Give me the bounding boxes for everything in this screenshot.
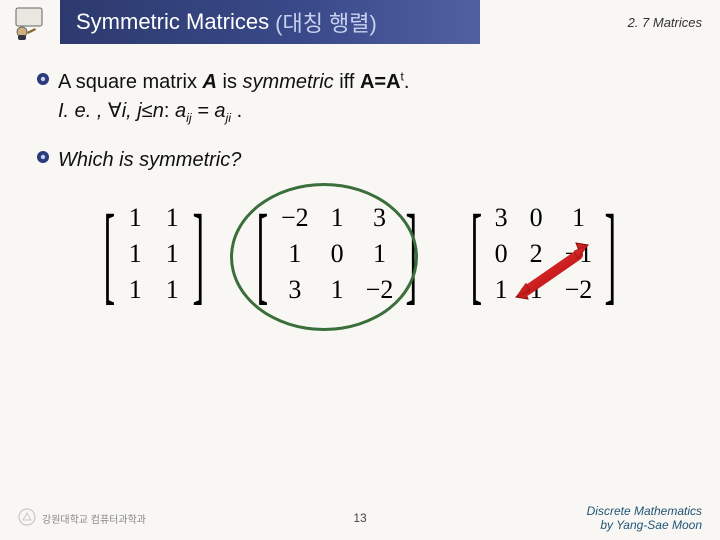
page-number: 13 bbox=[353, 511, 366, 525]
matrix-3: [ 301 02−1 11−2 ] bbox=[458, 203, 629, 305]
question-block: Which is symmetric? bbox=[36, 146, 684, 175]
slide-content: A square matrix A is symmetric iff A=At.… bbox=[0, 44, 720, 305]
definition-block: A square matrix A is symmetric iff A=At.… bbox=[36, 68, 684, 128]
footer-logo-block: 강원대학교 컴퓨터과학과 bbox=[18, 508, 146, 529]
title-en: Symmetric Matrices bbox=[76, 9, 269, 35]
slide-header: Symmetric Matrices (대칭 행렬) 2. 7 Matrices bbox=[0, 0, 720, 44]
presenter-icon bbox=[0, 0, 60, 44]
university-name: 강원대학교 컴퓨터과학과 bbox=[42, 511, 146, 526]
matrix-3-cells: 301 02−1 11−2 bbox=[495, 203, 593, 305]
matrix-1: [ 11 11 11 ] bbox=[91, 203, 216, 305]
matrix-2: [ −213 101 31−2 ] bbox=[244, 203, 430, 305]
university-logo-icon bbox=[18, 508, 36, 529]
question-text: Which is symmetric? bbox=[58, 146, 241, 175]
matrix-2-cells: −213 101 31−2 bbox=[281, 203, 393, 305]
title-ko: (대칭 행렬) bbox=[275, 6, 377, 38]
bullet-icon bbox=[36, 68, 58, 91]
definition-line1: A square matrix A is symmetric iff A=At. bbox=[58, 68, 409, 97]
section-label: 2. 7 Matrices bbox=[480, 0, 720, 44]
matrices-row: [ 11 11 11 ] [ −213 101 31−2 ] [ 301 02−… bbox=[36, 203, 684, 305]
bullet-icon bbox=[36, 146, 58, 169]
definition-line2: I. e. , ∀i, j≤n: aij = aji . bbox=[58, 97, 409, 128]
slide-footer: 강원대학교 컴퓨터과학과 13 Discrete Mathematics by … bbox=[0, 496, 720, 540]
slide-title: Symmetric Matrices (대칭 행렬) bbox=[60, 0, 480, 44]
footer-credit: Discrete Mathematics by Yang-Sae Moon bbox=[587, 504, 702, 533]
matrix-1-cells: 11 11 11 bbox=[128, 203, 180, 305]
